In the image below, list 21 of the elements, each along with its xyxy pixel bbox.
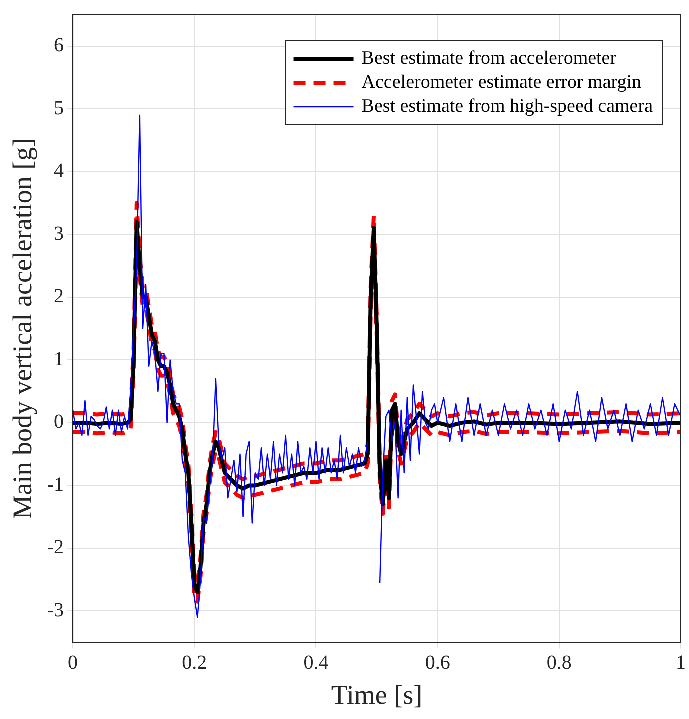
legend-label: Best estimate from high-speed camera <box>362 96 654 117</box>
y-tick-label: 2 <box>54 286 64 308</box>
y-tick-label: 6 <box>54 34 64 57</box>
y-tick-label: 1 <box>54 348 64 370</box>
y-tick-label: -2 <box>47 536 64 559</box>
y-tick-label: -3 <box>47 599 64 622</box>
x-tick-label: 0 <box>68 652 78 674</box>
x-tick-label: 0.8 <box>546 652 572 674</box>
y-tick-label: 0 <box>54 411 64 434</box>
legend-label: Best estimate from accelerometer <box>362 48 618 69</box>
y-tick-label: 3 <box>54 222 64 245</box>
y-tick-label: 4 <box>54 160 64 182</box>
x-axis-title: Time [s] <box>331 680 423 710</box>
x-tick-label: 1 <box>676 652 686 674</box>
x-tick-label: 0.2 <box>182 652 208 674</box>
x-tick-label: 0.6 <box>425 652 450 674</box>
y-tick-label: -1 <box>47 474 64 496</box>
y-axis-title: Main body vertical acceleration [g] <box>7 138 38 520</box>
legend-label: Accelerometer estimate error margin <box>362 72 642 93</box>
x-tick-label: 0.4 <box>304 652 329 674</box>
y-tick-label: 5 <box>54 97 64 120</box>
